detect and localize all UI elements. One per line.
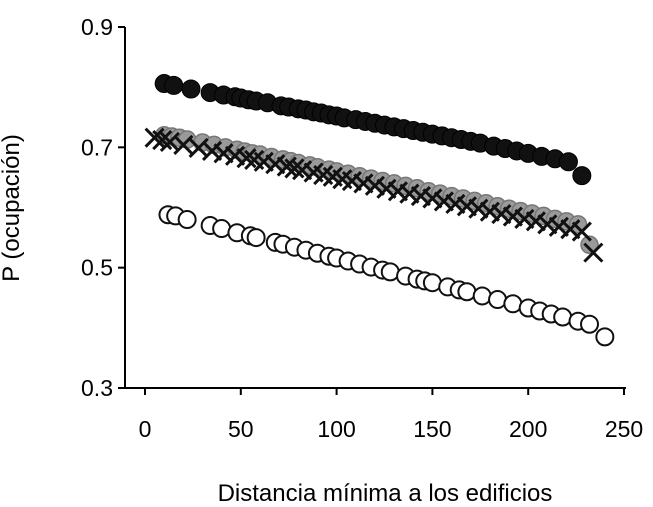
x-tick-label: 50	[228, 416, 254, 442]
x-tick-label: 250	[605, 416, 643, 442]
x-tick-label: 200	[509, 416, 547, 442]
data-point	[472, 286, 492, 306]
data-point	[572, 166, 592, 186]
x-tick-label: 0	[139, 416, 152, 442]
data-point	[571, 221, 592, 242]
y-tick-label: 0.7	[81, 134, 113, 160]
data-point	[468, 198, 489, 219]
y-tick-label: 0.5	[81, 255, 113, 281]
data-point	[583, 242, 604, 263]
data-point	[457, 282, 477, 302]
data-point	[422, 188, 443, 209]
data-point	[177, 210, 197, 230]
data-marks	[144, 74, 615, 347]
data-point	[246, 228, 266, 248]
data-point	[525, 211, 546, 232]
data-point	[488, 290, 508, 310]
y-axis-title: P (ocupación)	[0, 134, 25, 282]
data-point	[568, 215, 588, 234]
data-point	[558, 152, 578, 172]
x-tick-label: 100	[317, 416, 355, 442]
data-point	[152, 130, 173, 151]
series-filled-circle	[154, 74, 592, 186]
data-point	[181, 79, 201, 99]
series-open-circle	[158, 205, 615, 347]
data-point	[212, 219, 232, 239]
data-point	[284, 158, 305, 179]
axes: 0.3 0.5 0.7 0.9 0 50 100 150 200 250	[81, 14, 643, 442]
data-point	[553, 307, 573, 327]
data-point	[595, 327, 615, 347]
data-point	[276, 156, 297, 177]
data-point	[364, 175, 385, 196]
y-tick-label: 0.9	[81, 14, 113, 40]
data-point	[422, 273, 442, 293]
data-point	[580, 314, 600, 334]
data-point	[580, 235, 599, 255]
data-point	[503, 294, 523, 314]
x-tick-label: 150	[413, 416, 451, 442]
data-point	[173, 134, 194, 155]
x-axis-title: Distancia mínima a los edificios	[218, 480, 553, 507]
series-x	[144, 127, 604, 263]
data-point	[236, 148, 257, 169]
data-point	[164, 75, 184, 95]
y-tick-label: 0.3	[81, 375, 113, 401]
data-point	[380, 262, 400, 282]
